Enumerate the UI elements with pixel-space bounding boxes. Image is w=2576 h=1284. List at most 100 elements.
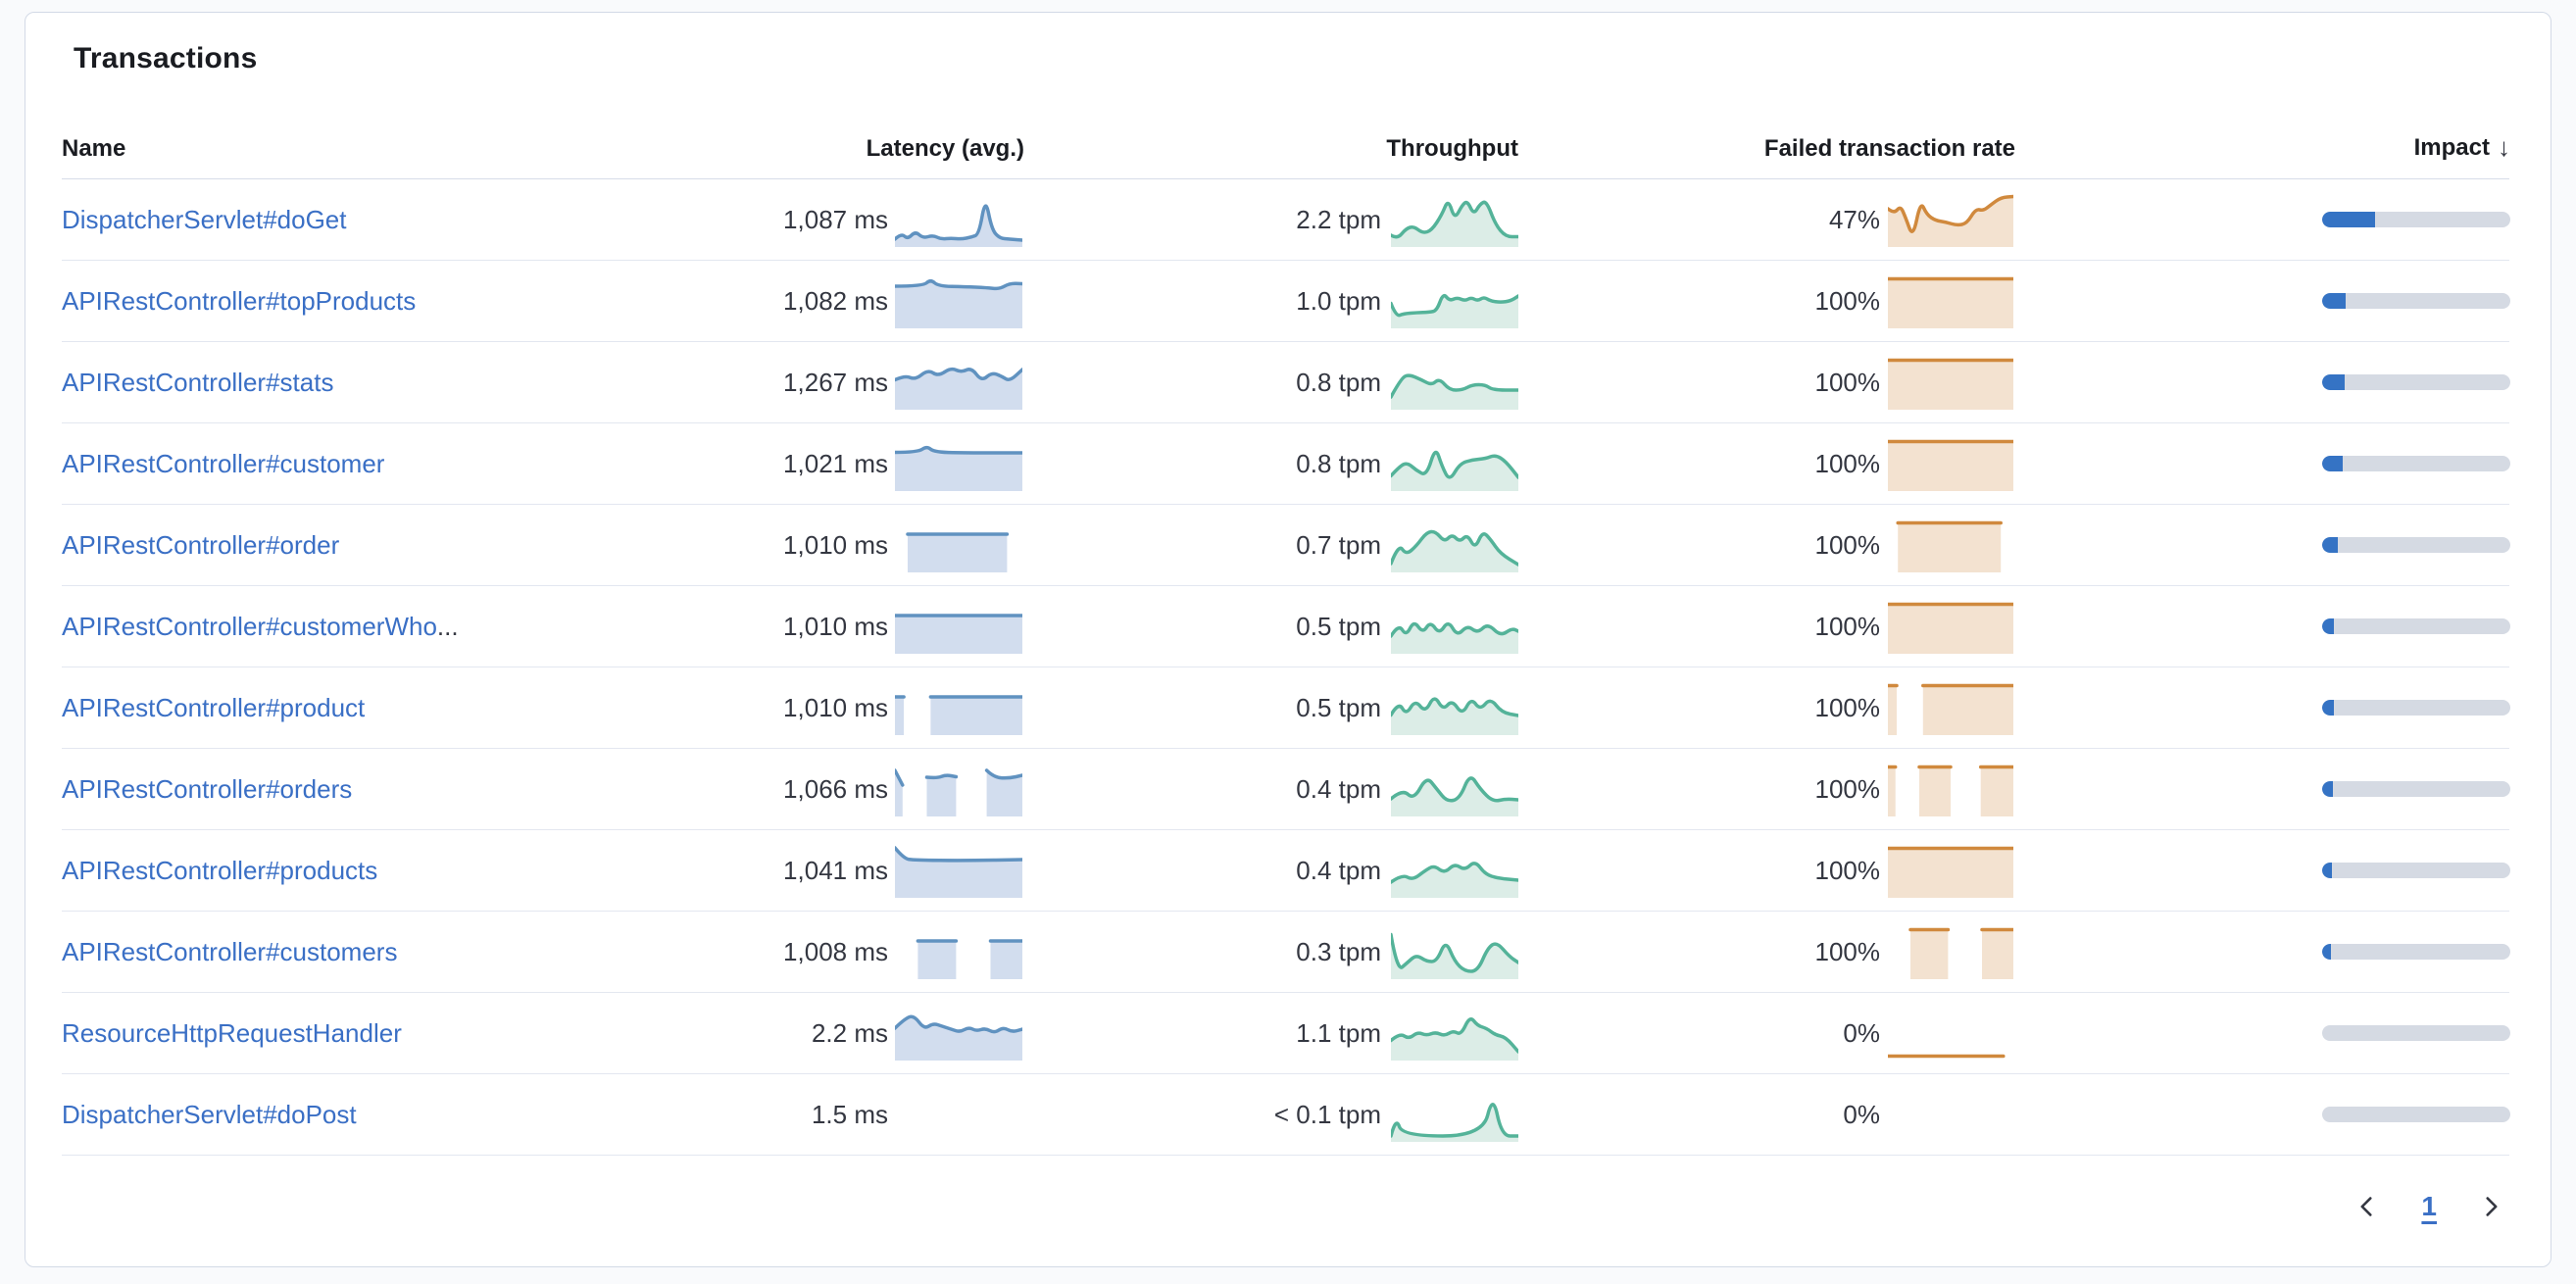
impact-bar-fill (2322, 293, 2346, 309)
impact-bar (2322, 293, 2510, 309)
pagination: 1 (62, 1185, 2507, 1228)
impact-bar-fill (2322, 781, 2333, 797)
table-row: APIRestController#order 1,010 ms 0.7 tpm… (62, 505, 2510, 586)
failed-rate-sparkline (1886, 599, 2015, 654)
table-row: DispatcherServlet#doPost 1.5 ms < 0.1 tp… (62, 1074, 2510, 1156)
latency-sparkline (895, 518, 1022, 572)
transaction-name-link[interactable]: ResourceHttpRequestHandler (62, 1017, 402, 1048)
throughput-value: 0.8 tpm (1296, 367, 1381, 397)
transaction-name-link[interactable]: APIRestController#customer (62, 448, 385, 478)
failed-rate-sparkline (1886, 1006, 2013, 1061)
failed-rate-value: 100% (1814, 529, 1881, 560)
failed-rate-sparkline (1888, 518, 2013, 572)
transaction-name-link[interactable]: APIRestController#order (62, 529, 340, 560)
throughput-sparkline (1389, 680, 1520, 735)
table-header-row: Name Latency (avg.) Throughput Failed tr… (62, 78, 2510, 179)
failed-rate-value: 100% (1814, 285, 1881, 316)
failed-rate-sparkline (1886, 762, 2015, 816)
failed-rate-sparkline (1888, 1087, 2013, 1142)
impact-bar (2322, 537, 2510, 553)
failed-rate-value: 0% (1843, 1017, 1880, 1048)
throughput-sparkline (1389, 843, 1520, 898)
latency-sparkline (893, 762, 1024, 816)
throughput-sparkline (1389, 192, 1520, 247)
impact-bar (2322, 781, 2510, 797)
transaction-name-link[interactable]: APIRestController#stats (62, 367, 334, 397)
column-header-throughput[interactable]: Throughput (1386, 135, 1518, 162)
impact-bar-fill (2322, 944, 2331, 960)
transaction-name-link[interactable]: APIRestController#product (62, 692, 366, 722)
latency-sparkline (893, 192, 1024, 247)
table-row: APIRestController#products 1,041 ms 0.4 … (62, 830, 2510, 912)
column-header-failed-rate[interactable]: Failed transaction rate (1763, 135, 2015, 162)
failed-rate-value: 100% (1814, 936, 1881, 966)
transaction-name-cell: APIRestController#product (62, 667, 365, 748)
transaction-name-cell: APIRestController#customer (62, 423, 384, 504)
transaction-name-link[interactable]: APIRestController#customerWho (62, 611, 437, 641)
impact-bar (2322, 700, 2510, 716)
transaction-name-link[interactable]: APIRestController#products (62, 855, 378, 885)
throughput-sparkline (1389, 355, 1520, 410)
failed-rate-value: 100% (1814, 611, 1881, 641)
table-row: APIRestController#orders 1,066 ms 0.4 tp… (62, 749, 2510, 830)
transaction-name-link[interactable]: DispatcherServlet#doPost (62, 1099, 357, 1129)
transactions-card: Transactions Name Latency (avg.) Through… (25, 12, 2551, 1267)
transaction-name-cell: APIRestController#customerWho... (62, 586, 459, 667)
transaction-name-link[interactable]: DispatcherServlet#doGet (62, 204, 347, 234)
impact-bar-fill (2322, 456, 2344, 471)
failed-rate-value: 100% (1814, 448, 1881, 478)
throughput-value: 2.2 tpm (1296, 204, 1381, 234)
column-header-latency[interactable]: Latency (avg.) (866, 135, 1024, 162)
throughput-sparkline (1389, 518, 1520, 572)
impact-bar (2322, 944, 2510, 960)
transaction-name-link[interactable]: APIRestController#topProducts (62, 285, 417, 316)
impact-bar-fill (2322, 700, 2334, 716)
transaction-name-link[interactable]: APIRestController#customers (62, 936, 398, 966)
latency-sparkline (893, 436, 1024, 491)
next-page-button[interactable] (2474, 1190, 2507, 1223)
page-title: Transactions (74, 42, 258, 74)
transaction-name-cell: APIRestController#products (62, 830, 377, 911)
latency-value: 2.2 ms (811, 1017, 888, 1048)
column-header-impact[interactable]: Impact ↓ (2118, 132, 2510, 163)
throughput-value: 0.3 tpm (1296, 936, 1381, 966)
latency-sparkline (893, 273, 1024, 328)
throughput-sparkline (1389, 436, 1520, 491)
transactions-table: Name Latency (avg.) Throughput Failed tr… (62, 78, 2510, 1228)
latency-value: 1,082 ms (783, 285, 888, 316)
transaction-name-link[interactable]: APIRestController#orders (62, 773, 353, 804)
column-header-name[interactable]: Name (62, 135, 126, 162)
prev-page-button[interactable] (2351, 1190, 2384, 1223)
latency-value: 1,041 ms (783, 855, 888, 885)
latency-value: 1,021 ms (783, 448, 888, 478)
transaction-name-cell: DispatcherServlet#doGet (62, 179, 346, 260)
page-number-current[interactable]: 1 (2421, 1191, 2437, 1221)
latency-value: 1.5 ms (811, 1099, 888, 1129)
failed-rate-value: 100% (1814, 855, 1881, 885)
failed-rate-sparkline (1886, 436, 2015, 491)
throughput-value: 0.4 tpm (1296, 855, 1381, 885)
throughput-value: 0.5 tpm (1296, 692, 1381, 722)
column-header-impact-label: Impact (2413, 133, 2490, 161)
transaction-name-cell: APIRestController#stats (62, 342, 333, 422)
throughput-sparkline (1389, 599, 1520, 654)
table-row: APIRestController#topProducts 1,082 ms 1… (62, 261, 2510, 342)
impact-bar-fill (2322, 374, 2346, 390)
table-row: APIRestController#customer 1,021 ms 0.8 … (62, 423, 2510, 505)
failed-rate-value: 100% (1814, 773, 1881, 804)
table-row: APIRestController#stats 1,267 ms 0.8 tpm… (62, 342, 2510, 423)
latency-value: 1,008 ms (783, 936, 888, 966)
failed-rate-value: 100% (1814, 367, 1881, 397)
impact-bar (2322, 374, 2510, 390)
truncation-ellipsis: ... (436, 611, 459, 641)
failed-rate-value: 0% (1843, 1099, 1880, 1129)
latency-value: 1,010 ms (783, 692, 888, 722)
impact-bar-fill (2322, 863, 2332, 878)
chevron-left-icon (2360, 1197, 2372, 1216)
impact-bar (2322, 863, 2510, 878)
impact-bar (2322, 618, 2510, 634)
failed-rate-sparkline (1886, 273, 2015, 328)
latency-sparkline (893, 680, 1024, 735)
latency-sparkline (895, 1087, 1022, 1142)
latency-sparkline (893, 599, 1024, 654)
